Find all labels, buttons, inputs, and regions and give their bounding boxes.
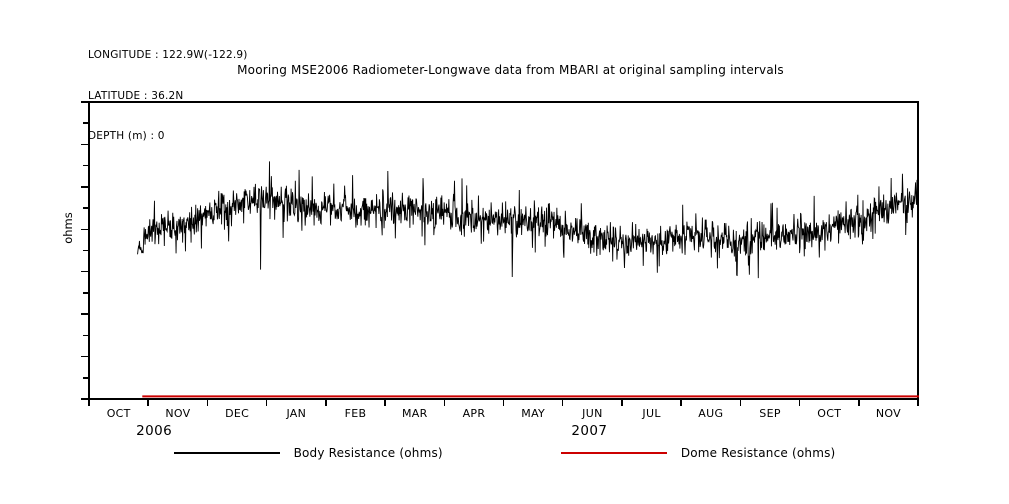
x-tick [917, 398, 919, 406]
series-line [137, 161, 919, 279]
x-tick-label: MAR [401, 407, 428, 420]
x-tick-label: NOV [165, 407, 191, 420]
x-axis-year-label: 2007 [571, 423, 608, 439]
legend-swatch [560, 452, 667, 454]
x-tick [798, 398, 801, 406]
y-tick-major [81, 186, 88, 188]
x-tick [680, 398, 682, 406]
y-tick-minor [83, 207, 88, 209]
x-tick [325, 398, 327, 406]
legend-swatch [173, 452, 280, 454]
station-metadata: LONGITUDE : 122.9W(-122.9) LATITUDE : 36… [88, 22, 248, 157]
y-tick-minor [83, 249, 88, 252]
y-tick-major [81, 143, 88, 146]
legend-label: Body Resistance (ohms) [293, 446, 443, 460]
depth-text: DEPTH (m) : 0 [88, 130, 165, 142]
x-tick-label: FEB [344, 407, 367, 420]
x-tick-label: MAY [521, 407, 546, 420]
y-tick-major [81, 270, 88, 273]
y-tick-minor [83, 292, 88, 294]
y-tick-minor [83, 164, 88, 167]
x-tick-label: APR [462, 407, 486, 420]
axis-frame-left [88, 101, 90, 400]
series-plot [137, 161, 919, 398]
x-tick-label: JAN [286, 407, 307, 420]
axis-frame-top [88, 101, 919, 103]
x-tick-label: DEC [225, 407, 250, 420]
y-tick-minor [83, 122, 88, 124]
y-tick-major [81, 101, 88, 103]
x-tick [443, 398, 446, 406]
y-tick-major [81, 398, 88, 400]
x-tick-label: OCT [817, 407, 842, 420]
y-axis-label: ohms [61, 212, 75, 244]
x-tick-label: NOV [875, 407, 902, 420]
x-tick-label: JUL [642, 407, 661, 420]
legend-item[interactable]: Dome Resistance (ohms) [560, 446, 836, 460]
latitude-text: LATITUDE : 36.2N [88, 89, 184, 102]
x-tick [384, 398, 386, 406]
x-tick [206, 398, 209, 406]
x-tick-label: AUG [698, 407, 724, 420]
x-tick [621, 398, 623, 406]
legend-label: Dome Resistance (ohms) [680, 446, 836, 460]
y-tick-major [81, 355, 88, 358]
x-tick [147, 398, 149, 406]
y-tick-major [81, 228, 88, 231]
y-tick-major [81, 313, 88, 315]
x-axis-year-label: 2006 [136, 423, 173, 439]
chart-legend: Body Resistance (ohms) Dome Resistance (o… [0, 446, 1009, 460]
x-tick [561, 398, 564, 406]
y-tick-minor [83, 334, 88, 337]
x-tick-label: OCT [106, 407, 131, 420]
x-tick [502, 398, 505, 406]
plot-area: ohms 0.4000.8000.12000.16000.20000.24000… [61, 101, 919, 439]
x-tick [265, 398, 268, 406]
chart-title-text: Mooring MSE2006 Radiometer-Longwave data… [237, 63, 784, 77]
chart-title: Mooring MSE2006 Radiometer-Longwave data… [0, 63, 1009, 77]
x-tick [739, 398, 742, 406]
y-tick-minor [83, 377, 88, 379]
x-tick [858, 398, 860, 406]
x-tick [88, 398, 90, 406]
x-tick-label: JUN [582, 407, 603, 420]
x-tick-label: SEP [759, 407, 781, 420]
axis-frame-right [917, 101, 919, 400]
legend-item[interactable]: Body Resistance (ohms) [173, 446, 443, 460]
longitude-text: LONGITUDE : 122.9W(-122.9) [88, 49, 248, 61]
